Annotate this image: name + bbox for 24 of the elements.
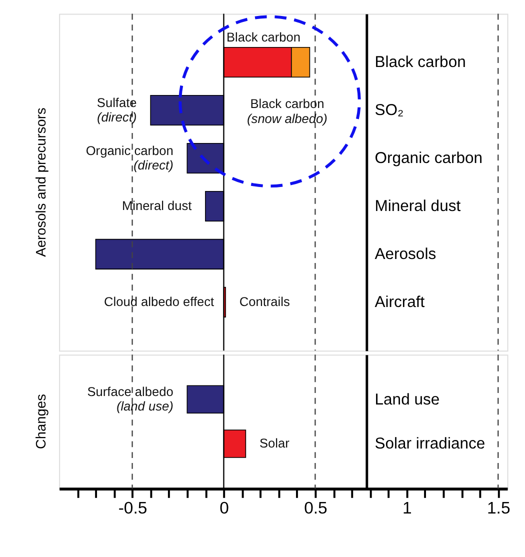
annotation: Sulfate (direct) <box>96 94 137 125</box>
y-tick-label: Mineral dust <box>374 198 462 216</box>
y-tick-label: Aerosols <box>374 246 436 264</box>
x-tick-label: -0.5 <box>118 498 148 518</box>
annotation: Black carbon <box>226 29 300 44</box>
annotation: Mineral dust <box>122 198 192 214</box>
y-tick-label: Solar irradiance <box>374 436 486 453</box>
y-tick-label: Aircraft <box>374 294 426 312</box>
x-tick-label: 1.5 <box>486 498 510 518</box>
annotation: Cloud albedo effect <box>104 294 215 309</box>
annotation: Solar <box>259 436 290 451</box>
y-tick-label: Organic carbon <box>374 150 482 168</box>
x-tick-label: 0 <box>220 498 229 518</box>
annotation: Organic carbon (direct) <box>86 142 174 173</box>
y-axis-title: Changes <box>33 394 48 450</box>
x-tick-label: 1 <box>402 498 412 518</box>
y-tick-label: Land use <box>374 391 440 408</box>
annotation: Surface albedo (land use) <box>87 384 174 414</box>
annotation: Black carbon (snow albedo) <box>247 96 328 126</box>
y-axis-title: Aerosols and precursors <box>33 108 48 257</box>
x-tick-label: 0.5 <box>304 498 328 518</box>
y-tick-label: Black carbon <box>374 54 466 72</box>
annotation: Contrails <box>239 294 290 310</box>
y-tick-label: SO₂ <box>374 102 404 120</box>
